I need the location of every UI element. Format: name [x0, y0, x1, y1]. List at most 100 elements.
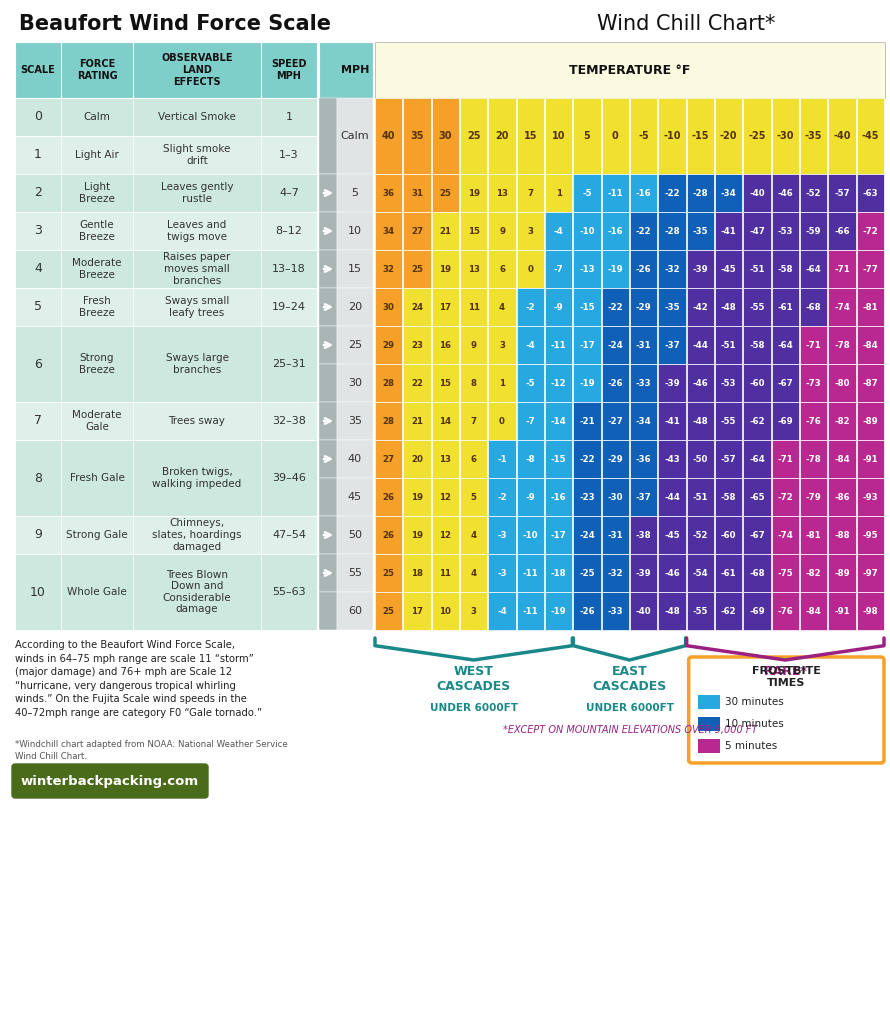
Bar: [630, 326, 658, 364]
Bar: [517, 288, 544, 326]
Bar: [687, 364, 714, 402]
Bar: [800, 516, 828, 554]
Text: -82: -82: [805, 568, 821, 578]
Bar: [517, 364, 544, 402]
Bar: [489, 402, 515, 440]
Bar: [375, 478, 402, 516]
Text: -57: -57: [834, 188, 850, 198]
Text: -66: -66: [834, 226, 850, 236]
Text: -68: -68: [749, 568, 765, 578]
Text: 0: 0: [499, 417, 505, 426]
Bar: [602, 98, 629, 174]
Text: Strong
Breeze: Strong Breeze: [79, 353, 115, 375]
Bar: [517, 250, 544, 288]
Bar: [337, 98, 373, 174]
Bar: [602, 478, 629, 516]
Text: 26: 26: [383, 493, 394, 502]
Text: Strong Gale: Strong Gale: [66, 530, 128, 540]
Text: 28: 28: [383, 417, 394, 426]
Bar: [659, 326, 685, 364]
Bar: [319, 326, 337, 364]
Bar: [460, 478, 488, 516]
Text: -24: -24: [579, 530, 595, 540]
Bar: [829, 98, 855, 174]
Text: -93: -93: [862, 493, 878, 502]
Text: -10: -10: [579, 226, 595, 236]
Bar: [337, 478, 373, 516]
Text: -50: -50: [692, 455, 708, 464]
Bar: [743, 478, 771, 516]
Bar: [337, 288, 373, 326]
Text: -59: -59: [806, 226, 821, 236]
Text: Slight smoke
drift: Slight smoke drift: [163, 144, 231, 166]
Bar: [715, 402, 742, 440]
Text: -36: -36: [635, 455, 651, 464]
Bar: [715, 516, 742, 554]
Bar: [857, 516, 884, 554]
Bar: [15, 402, 317, 440]
Text: -23: -23: [579, 493, 595, 502]
Text: 1–3: 1–3: [279, 150, 299, 160]
Bar: [687, 288, 714, 326]
Text: 31: 31: [411, 188, 423, 198]
Bar: [743, 250, 771, 288]
Text: 3: 3: [34, 224, 42, 238]
Bar: [630, 250, 658, 288]
Text: Chimneys,
slates, hoardings
damaged: Chimneys, slates, hoardings damaged: [152, 518, 242, 552]
Bar: [15, 516, 317, 554]
Bar: [772, 98, 799, 174]
Text: -14: -14: [551, 417, 567, 426]
Bar: [432, 554, 459, 592]
Bar: [460, 326, 488, 364]
Text: -26: -26: [635, 264, 651, 273]
Bar: [337, 326, 373, 364]
Text: -15: -15: [579, 302, 595, 311]
Text: -39: -39: [635, 568, 651, 578]
Text: -65: -65: [749, 493, 765, 502]
Bar: [15, 42, 317, 98]
Bar: [715, 98, 742, 174]
Text: 19: 19: [411, 493, 423, 502]
Text: -41: -41: [664, 417, 680, 426]
Text: 32–38: 32–38: [272, 416, 306, 426]
Text: -68: -68: [805, 302, 821, 311]
Text: -29: -29: [608, 455, 623, 464]
Text: -98: -98: [862, 606, 878, 615]
Text: -72: -72: [862, 226, 878, 236]
Bar: [319, 364, 337, 402]
Bar: [375, 212, 402, 250]
Bar: [829, 402, 855, 440]
Text: Light Air: Light Air: [75, 150, 119, 160]
Text: *Windchill chart adapted from NOAA: National Weather Service
Wind Chill Chart.: *Windchill chart adapted from NOAA: Nati…: [15, 740, 287, 761]
Bar: [319, 174, 337, 212]
Bar: [715, 478, 742, 516]
Text: -19: -19: [608, 264, 623, 273]
Text: -60: -60: [721, 530, 736, 540]
Bar: [545, 212, 572, 250]
Text: *EXCEPT ON MOUNTAIN ELEVATIONS OVER 9,000 FT: *EXCEPT ON MOUNTAIN ELEVATIONS OVER 9,00…: [503, 725, 757, 735]
Bar: [630, 554, 658, 592]
Text: -37: -37: [664, 341, 680, 349]
Text: SCALE: SCALE: [20, 65, 55, 75]
Text: -22: -22: [579, 455, 595, 464]
Bar: [319, 402, 337, 440]
Text: Calm: Calm: [341, 131, 369, 141]
Text: 17: 17: [411, 606, 423, 615]
Text: 25: 25: [467, 131, 481, 141]
Text: -45: -45: [664, 530, 680, 540]
Bar: [432, 440, 459, 478]
Text: -32: -32: [608, 568, 623, 578]
Text: 1: 1: [34, 148, 42, 162]
Text: -9: -9: [554, 302, 563, 311]
Text: -58: -58: [778, 264, 793, 273]
Bar: [602, 554, 629, 592]
Text: 0: 0: [612, 131, 619, 141]
Text: -84: -84: [834, 455, 850, 464]
Text: 26: 26: [383, 530, 394, 540]
Text: -84: -84: [805, 606, 821, 615]
Bar: [687, 516, 714, 554]
Text: Whole Gale: Whole Gale: [67, 587, 127, 597]
Bar: [15, 98, 317, 136]
Bar: [15, 326, 317, 402]
Bar: [829, 250, 855, 288]
